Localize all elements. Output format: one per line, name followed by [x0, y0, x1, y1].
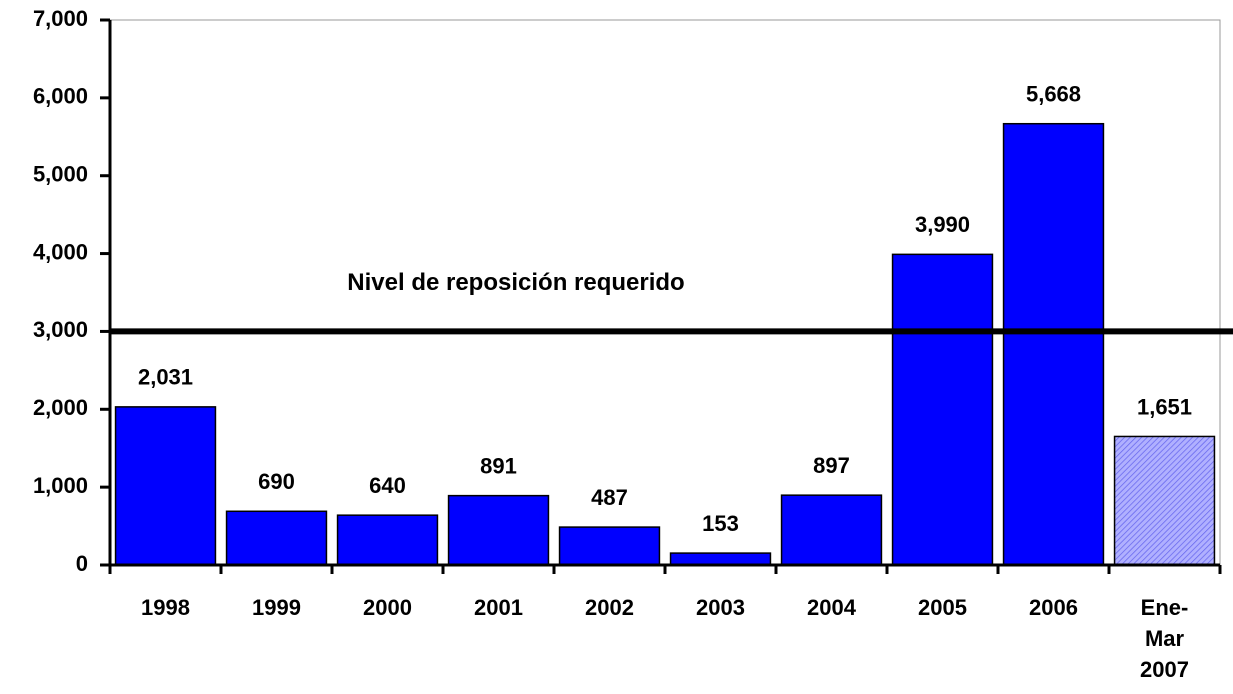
- x-tick-label: 2001: [474, 595, 523, 620]
- x-tick-label: 2006: [1029, 595, 1078, 620]
- bar: [669, 552, 772, 566]
- x-tick-label: 2002: [585, 595, 634, 620]
- value-label: 690: [258, 469, 295, 494]
- value-label: 891: [480, 453, 517, 478]
- y-tick-label: 5,000: [33, 162, 88, 187]
- reference-label: Nivel de reposición requerido: [347, 269, 684, 296]
- value-label: 640: [369, 473, 406, 498]
- bar: [114, 406, 217, 566]
- y-tick-label: 4,000: [33, 239, 88, 264]
- bar: [1113, 435, 1216, 566]
- value-label: 2,031: [138, 365, 193, 390]
- y-tick-label: 1,000: [33, 473, 88, 498]
- x-tick-label: 1998: [141, 595, 190, 620]
- y-tick-label: 2,000: [33, 395, 88, 420]
- x-tick-label: Ene-Mar 2007: [1140, 595, 1189, 682]
- x-tick-label: 2000: [363, 595, 412, 620]
- bar: [558, 526, 661, 566]
- bar: [1002, 122, 1105, 566]
- y-tick-label: 0: [76, 551, 88, 576]
- x-tick-label: 2005: [918, 595, 967, 620]
- value-label: 487: [591, 485, 628, 510]
- value-label: 897: [813, 453, 850, 478]
- x-tick-label: 2004: [807, 595, 856, 620]
- x-tick-label: 2003: [696, 595, 745, 620]
- y-tick-label: 7,000: [33, 6, 88, 31]
- x-tick-label: 1999: [252, 595, 301, 620]
- value-label: 3,990: [915, 212, 970, 237]
- value-label: 153: [702, 511, 739, 536]
- bar: [891, 253, 994, 566]
- y-tick-label: 6,000: [33, 84, 88, 109]
- y-tick-label: 3,000: [33, 317, 88, 342]
- bar: [225, 510, 328, 566]
- bar: [336, 514, 439, 566]
- bar: [780, 494, 883, 566]
- bar: [447, 494, 550, 566]
- value-label: 5,668: [1026, 82, 1081, 107]
- value-label: 1,651: [1137, 394, 1192, 419]
